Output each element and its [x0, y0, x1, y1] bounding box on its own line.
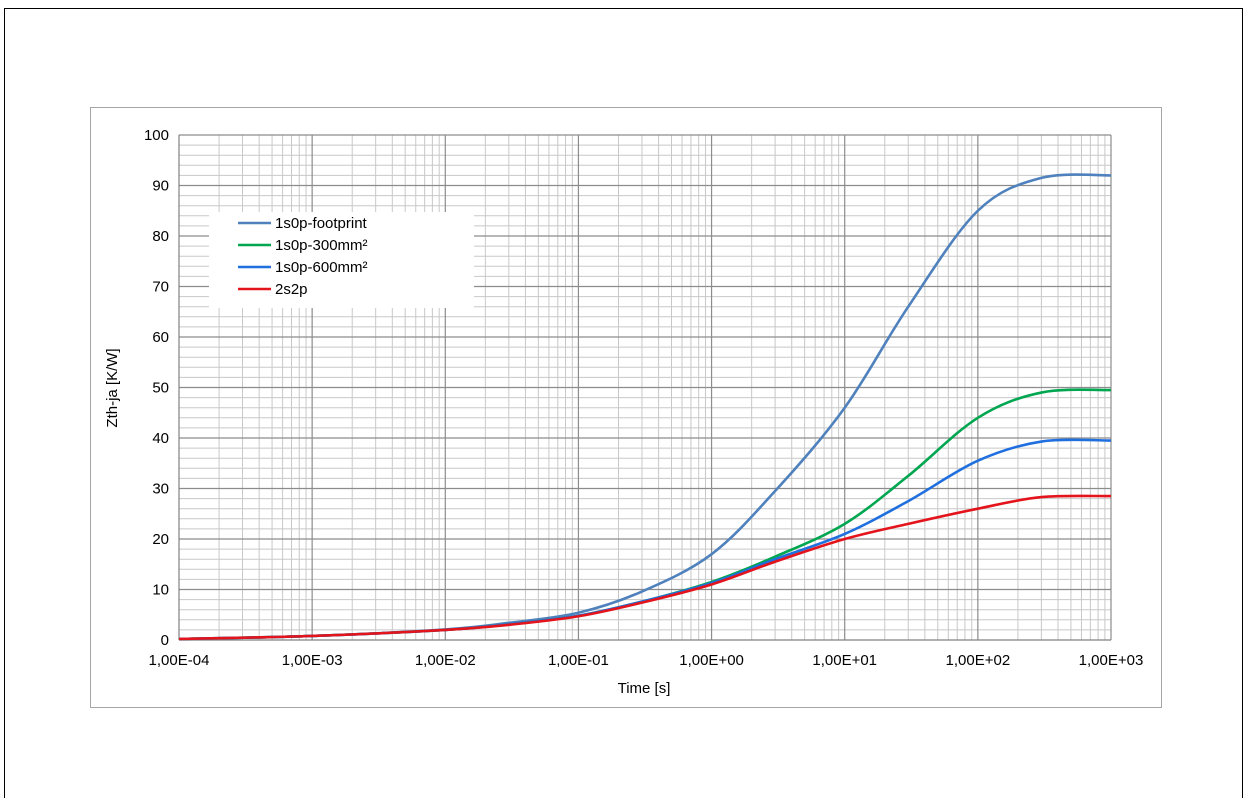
legend: 1s0p-footprint 1s0p-300mm² 1s0p-600mm² 2s2p: [209, 212, 474, 308]
y-tick-label: 30: [152, 481, 169, 498]
legend-label-2: 1s0p-300mm²: [275, 237, 368, 254]
x-tick-label: 1,00E+02: [946, 652, 1011, 669]
y-tick-label: 10: [152, 582, 169, 599]
x-tick-label: 1,00E+01: [812, 652, 877, 669]
x-axis-title: Time [s]: [618, 680, 671, 697]
y-tick-label: 60: [152, 329, 169, 346]
legend-label-4: 2s2p: [275, 281, 308, 298]
page-frame: [4, 8, 1243, 798]
y-tick-label: 90: [152, 178, 169, 195]
y-tick-label: 50: [152, 380, 169, 397]
x-tick-label: 1,00E-01: [548, 652, 609, 669]
x-tick-label: 1,00E-02: [415, 652, 476, 669]
chart-svg: 0 10 20 30 40 50 60 70 80 90 100 1,00E-04 1,00E-03 1,…: [104, 127, 1143, 697]
x-tick-label: 1,00E+03: [1079, 652, 1144, 669]
y-tick-label: 20: [152, 531, 169, 548]
legend-label-3: 1s0p-600mm²: [275, 259, 368, 276]
series-line-4: [178, 494, 1112, 641]
x-tick-label: 1,00E+00: [679, 652, 744, 669]
y-tick-label: 100: [144, 127, 169, 144]
x-tick-label: 1,00E-03: [282, 652, 343, 669]
chart-area: 0 10 20 30 40 50 60 70 80 90 100 1,00E-04 1,00E-03 1,…: [90, 107, 1162, 708]
legend-background: [209, 212, 474, 308]
tick-layer: 0 10 20 30 40 50 60 70 80 90 100 1,00E-04 1,00E-03 1,…: [144, 127, 1143, 669]
y-tick-label: 80: [152, 228, 169, 245]
y-tick-label: 70: [152, 279, 169, 296]
legend-label-1: 1s0p-footprint: [275, 215, 368, 232]
x-tick-label: 1,00E-04: [149, 652, 210, 669]
grid-layer: [178, 134, 1112, 641]
series-layer: [178, 173, 1112, 641]
y-axis-title: Zth-ja [K/W]: [104, 348, 121, 427]
y-tick-label: 40: [152, 430, 169, 447]
y-tick-label: 0: [161, 632, 169, 649]
